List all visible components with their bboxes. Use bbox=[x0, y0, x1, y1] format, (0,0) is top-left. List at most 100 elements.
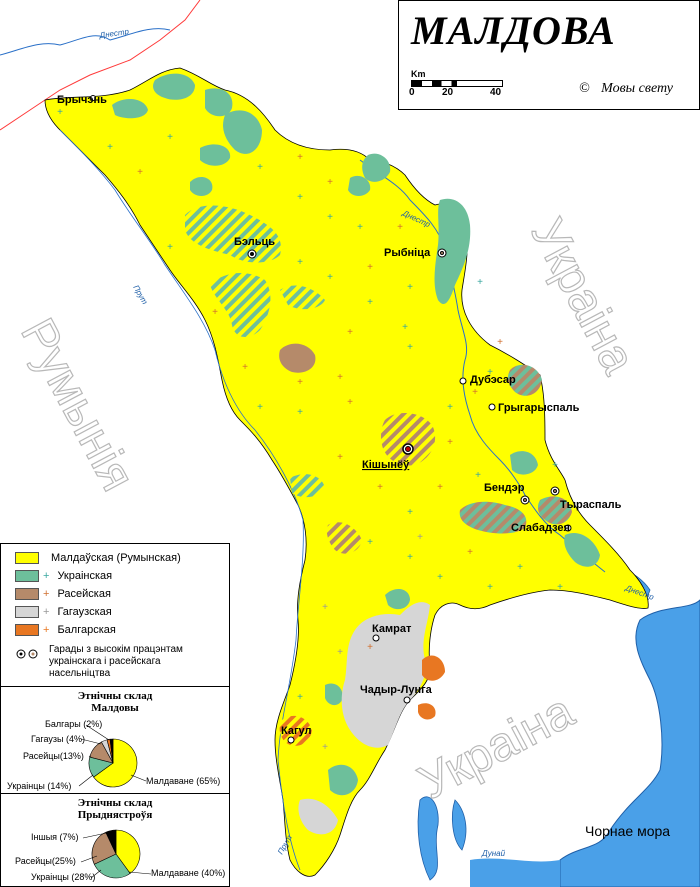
gag-area-komrat bbox=[341, 602, 430, 748]
svg-text:+: + bbox=[472, 387, 478, 398]
svg-text:+: + bbox=[497, 337, 503, 348]
ukr-area-north-tr bbox=[362, 153, 391, 182]
legend-swatch-russian bbox=[15, 588, 39, 600]
city-marker-grigoriopol bbox=[488, 403, 496, 411]
ukr-area-rybnitsa bbox=[434, 198, 471, 305]
pie-leader-line bbox=[130, 774, 147, 782]
svg-text:+: + bbox=[487, 582, 493, 593]
svg-text:+: + bbox=[367, 537, 373, 548]
scale-bar bbox=[411, 80, 503, 87]
svg-text:+: + bbox=[447, 437, 453, 448]
city-markers bbox=[90, 95, 572, 744]
pie-transnistria-title-line1: Этнічны склад bbox=[77, 797, 153, 809]
southern-lakes bbox=[417, 796, 439, 881]
svg-text:+: + bbox=[257, 402, 263, 413]
svg-text:+: + bbox=[397, 222, 403, 233]
svg-text:+: + bbox=[487, 367, 493, 378]
legend-marker-gagauz: + bbox=[43, 606, 50, 618]
pie-label: Украінцы (14%) bbox=[7, 781, 71, 791]
legend-swatch-ukrainian bbox=[15, 570, 39, 582]
copyright-symbol: © bbox=[579, 81, 590, 96]
river-label-dniester-top: Днестр bbox=[98, 27, 130, 40]
svg-text:+: + bbox=[377, 482, 383, 493]
city-label-bender: Бендэр bbox=[484, 482, 525, 494]
pie-slice bbox=[105, 829, 117, 855]
svg-text:+: + bbox=[167, 242, 173, 253]
title-box: МАЛДОВА Km 0 20 40 © Мовы свету bbox=[398, 0, 700, 110]
ukr-area-south3 bbox=[325, 683, 343, 706]
city-marker-brychany bbox=[90, 95, 96, 101]
svg-text:+: + bbox=[367, 642, 373, 653]
legend-swatch-moldovan bbox=[15, 552, 39, 564]
svg-text:+: + bbox=[322, 602, 328, 613]
ukraine-label-south: Украіна bbox=[410, 685, 582, 810]
rus-area-bender bbox=[459, 501, 527, 534]
southern-lake-2 bbox=[451, 799, 467, 851]
legend-marker-russian: + bbox=[43, 588, 50, 600]
legend-row-gagauz: + Гагаузская bbox=[15, 606, 112, 618]
svg-text:+: + bbox=[297, 152, 303, 163]
pie-label: Іншыя (7%) bbox=[31, 832, 79, 842]
pie-slice bbox=[93, 738, 138, 788]
pie-slice bbox=[93, 853, 131, 879]
svg-text:+: + bbox=[297, 257, 303, 268]
legend-row-bulgarian: + Балгарская bbox=[15, 624, 116, 636]
svg-text:+: + bbox=[447, 402, 453, 413]
city-label-chisinau: Кішынёў bbox=[362, 459, 410, 471]
city-label-rybnitsa: Рыбніца bbox=[384, 247, 431, 259]
svg-text:+: + bbox=[297, 377, 303, 388]
pie-leader-line bbox=[128, 871, 152, 875]
legend-row-ukrainian: + Украінская bbox=[15, 570, 112, 582]
legend-swatch-bulgarian bbox=[15, 624, 39, 636]
copyright-text: Мовы свету bbox=[601, 81, 673, 96]
legend-label-ukrainian: Украінская bbox=[57, 570, 113, 582]
svg-text:+: + bbox=[297, 692, 303, 703]
black-sea-label: Чорнае мора bbox=[585, 823, 670, 839]
ukr-area-south1 bbox=[385, 588, 410, 610]
svg-text:+: + bbox=[242, 362, 248, 373]
pie-transnistria-title: Этнічны склад Прыднястроўя bbox=[1, 797, 229, 821]
pie-label: Расейцы(25%) bbox=[15, 856, 76, 866]
ukr-area-center bbox=[290, 474, 325, 498]
city-marker-komrat bbox=[372, 634, 380, 642]
ukr-area-south2 bbox=[328, 764, 358, 796]
svg-text:+: + bbox=[322, 742, 328, 753]
legend-marker-bulgarian: + bbox=[43, 624, 50, 636]
svg-text:+: + bbox=[407, 282, 413, 293]
pie-slice bbox=[109, 738, 114, 764]
ukraine-label-east: Украіна bbox=[520, 210, 645, 382]
city-label-dubossary: Дубэсар bbox=[470, 374, 516, 386]
pie-label: Балгары (2%) bbox=[45, 719, 102, 729]
svg-text:+: + bbox=[367, 297, 373, 308]
pie-leader-line bbox=[80, 855, 98, 863]
rus-area-dubossary bbox=[507, 364, 542, 396]
city-label-komrat: Камрат bbox=[372, 623, 412, 635]
ukr-area-balti bbox=[185, 205, 281, 263]
scale-tick-0: 0 bbox=[409, 87, 415, 98]
bul-area-south-east bbox=[418, 703, 436, 720]
city-marker-slobodzeya bbox=[564, 524, 572, 532]
svg-text:+: + bbox=[57, 107, 63, 118]
ukr-area-north4 bbox=[223, 110, 262, 154]
ukraine-border-north bbox=[0, 0, 201, 131]
city-label-tiraspol: Тыраспаль bbox=[560, 499, 622, 511]
dniester-river bbox=[359, 159, 606, 573]
pie-moldova-title-line2: Малдовы bbox=[91, 702, 139, 714]
ukr-area-balti2 bbox=[210, 273, 271, 337]
svg-text:+: + bbox=[517, 562, 523, 573]
svg-text:+: + bbox=[437, 482, 443, 493]
svg-text:+: + bbox=[407, 552, 413, 563]
ukr-area-north6 bbox=[190, 176, 213, 196]
svg-text:+: + bbox=[552, 460, 558, 471]
moldova-territory bbox=[44, 67, 649, 877]
svg-text:+: + bbox=[327, 177, 333, 188]
legend-label-bulgarian: Балгарская bbox=[57, 624, 116, 636]
svg-text:+: + bbox=[417, 532, 423, 543]
legend-label-russian: Расейская bbox=[57, 588, 111, 600]
rus-area-south-center bbox=[326, 522, 362, 554]
svg-text:+: + bbox=[477, 277, 483, 288]
svg-text:+: + bbox=[297, 407, 303, 418]
rus-area-tiraspol bbox=[537, 496, 572, 525]
